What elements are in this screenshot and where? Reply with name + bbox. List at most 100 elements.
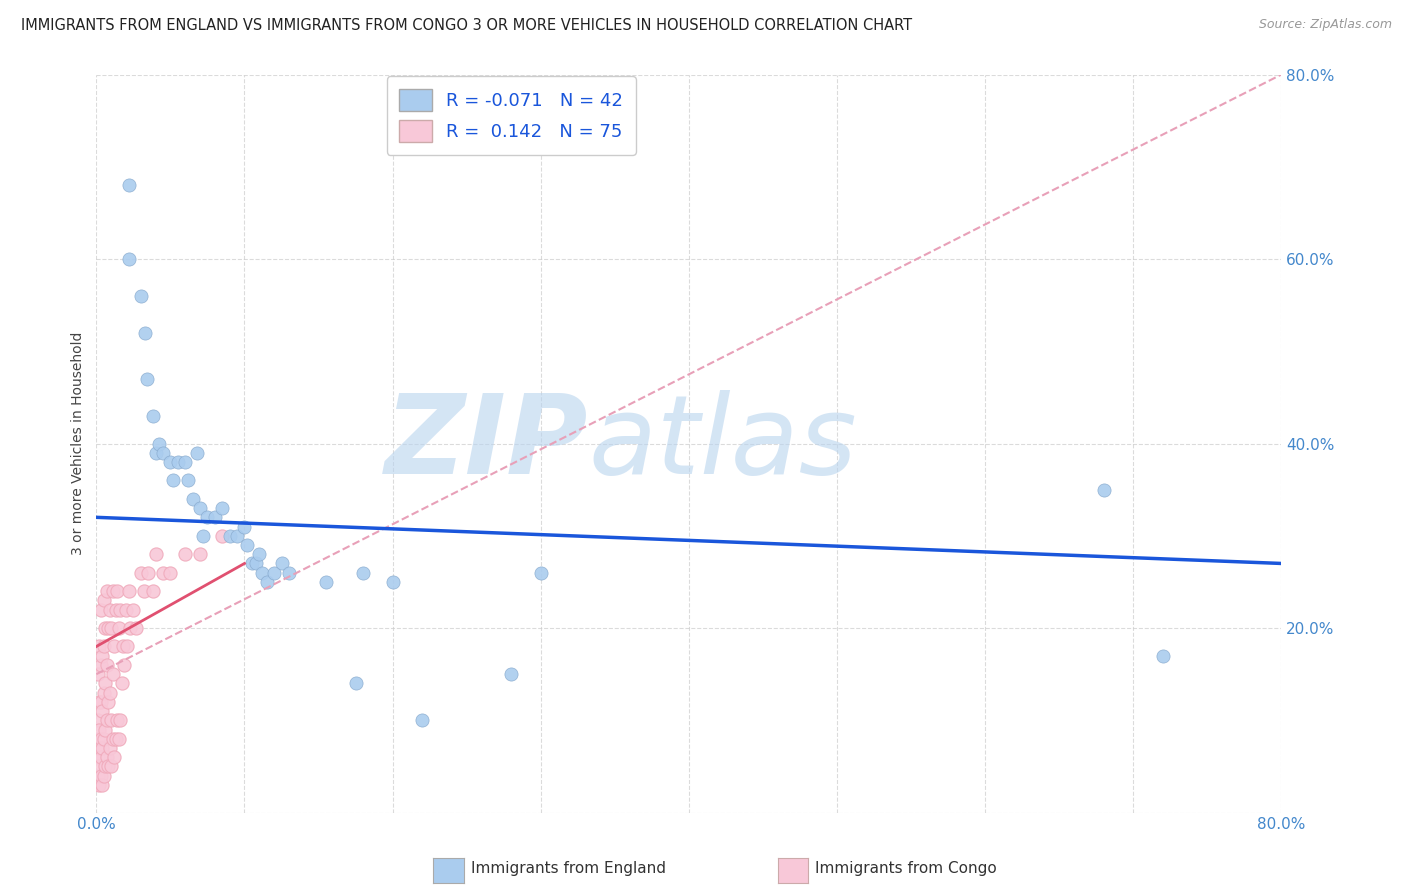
Point bbox=[100, 713, 122, 727]
Point bbox=[315, 574, 337, 589]
Point bbox=[98, 741, 121, 756]
Point bbox=[114, 657, 136, 672]
Point bbox=[177, 474, 200, 488]
Point bbox=[148, 436, 170, 450]
Point bbox=[245, 557, 267, 571]
Point bbox=[186, 446, 208, 460]
Point bbox=[91, 778, 114, 792]
Point bbox=[118, 178, 141, 193]
Y-axis label: 3 or more Vehicles in Household: 3 or more Vehicles in Household bbox=[72, 332, 86, 555]
Point bbox=[129, 289, 152, 303]
Point bbox=[145, 547, 167, 561]
Point bbox=[89, 741, 111, 756]
Point bbox=[104, 731, 127, 746]
Point bbox=[103, 640, 125, 654]
Point bbox=[344, 676, 367, 690]
Point bbox=[252, 566, 274, 580]
Point bbox=[134, 326, 156, 340]
Point bbox=[270, 557, 292, 571]
Point bbox=[236, 538, 259, 552]
Point bbox=[110, 676, 132, 690]
Text: atlas: atlas bbox=[588, 390, 856, 497]
Point bbox=[87, 731, 110, 746]
Text: Source: ZipAtlas.com: Source: ZipAtlas.com bbox=[1258, 18, 1392, 31]
Point bbox=[411, 713, 433, 727]
Point bbox=[211, 529, 233, 543]
Point bbox=[152, 446, 174, 460]
Point bbox=[108, 713, 131, 727]
Point bbox=[96, 657, 118, 672]
Point bbox=[118, 252, 141, 266]
Point bbox=[93, 593, 115, 607]
Point bbox=[101, 667, 124, 681]
Point bbox=[98, 602, 121, 616]
Point bbox=[97, 759, 120, 773]
Point bbox=[204, 510, 226, 524]
Point bbox=[89, 695, 111, 709]
Point bbox=[132, 584, 155, 599]
Point bbox=[181, 491, 204, 506]
Point bbox=[87, 667, 110, 681]
Point bbox=[117, 640, 139, 654]
Point bbox=[100, 759, 122, 773]
Legend: R = -0.071   N = 42, R =  0.142   N = 75: R = -0.071 N = 42, R = 0.142 N = 75 bbox=[387, 76, 636, 154]
Point bbox=[101, 731, 124, 746]
Point bbox=[188, 501, 211, 516]
Point bbox=[111, 640, 134, 654]
Point bbox=[142, 584, 165, 599]
Point bbox=[125, 621, 148, 635]
Point bbox=[166, 455, 188, 469]
Point bbox=[94, 676, 117, 690]
Point bbox=[233, 519, 256, 533]
Point bbox=[94, 723, 117, 737]
Point bbox=[90, 657, 112, 672]
Point bbox=[501, 667, 523, 681]
Point bbox=[152, 566, 174, 580]
Point bbox=[87, 750, 110, 764]
Point bbox=[90, 769, 112, 783]
Point bbox=[174, 547, 197, 561]
Point bbox=[162, 474, 184, 488]
Point bbox=[107, 621, 129, 635]
Point bbox=[96, 750, 118, 764]
Point bbox=[129, 566, 152, 580]
Point bbox=[89, 723, 111, 737]
Point bbox=[97, 621, 120, 635]
Point bbox=[90, 602, 112, 616]
Point bbox=[90, 750, 112, 764]
Point bbox=[120, 621, 142, 635]
Point bbox=[118, 584, 141, 599]
Point bbox=[530, 566, 553, 580]
Point bbox=[145, 446, 167, 460]
Point bbox=[218, 529, 240, 543]
Point bbox=[104, 602, 127, 616]
Point bbox=[226, 529, 249, 543]
Point bbox=[352, 566, 374, 580]
Point bbox=[94, 621, 117, 635]
Point bbox=[93, 731, 115, 746]
Point bbox=[1092, 483, 1115, 497]
Point bbox=[101, 584, 124, 599]
Point bbox=[87, 769, 110, 783]
Point bbox=[89, 640, 111, 654]
Point bbox=[107, 731, 129, 746]
Point bbox=[381, 574, 404, 589]
Point bbox=[159, 455, 181, 469]
Point bbox=[94, 759, 117, 773]
Point bbox=[90, 731, 112, 746]
Point bbox=[93, 769, 115, 783]
Point bbox=[93, 685, 115, 699]
Text: ZIP: ZIP bbox=[385, 390, 588, 497]
Point bbox=[91, 648, 114, 663]
Text: Immigrants from Congo: Immigrants from Congo bbox=[815, 861, 997, 876]
Point bbox=[100, 621, 122, 635]
Point bbox=[105, 713, 128, 727]
Point bbox=[108, 602, 131, 616]
Point bbox=[115, 602, 138, 616]
Point bbox=[211, 501, 233, 516]
Point bbox=[256, 574, 278, 589]
Point bbox=[191, 529, 214, 543]
Point bbox=[91, 704, 114, 718]
Point bbox=[96, 584, 118, 599]
Point bbox=[159, 566, 181, 580]
